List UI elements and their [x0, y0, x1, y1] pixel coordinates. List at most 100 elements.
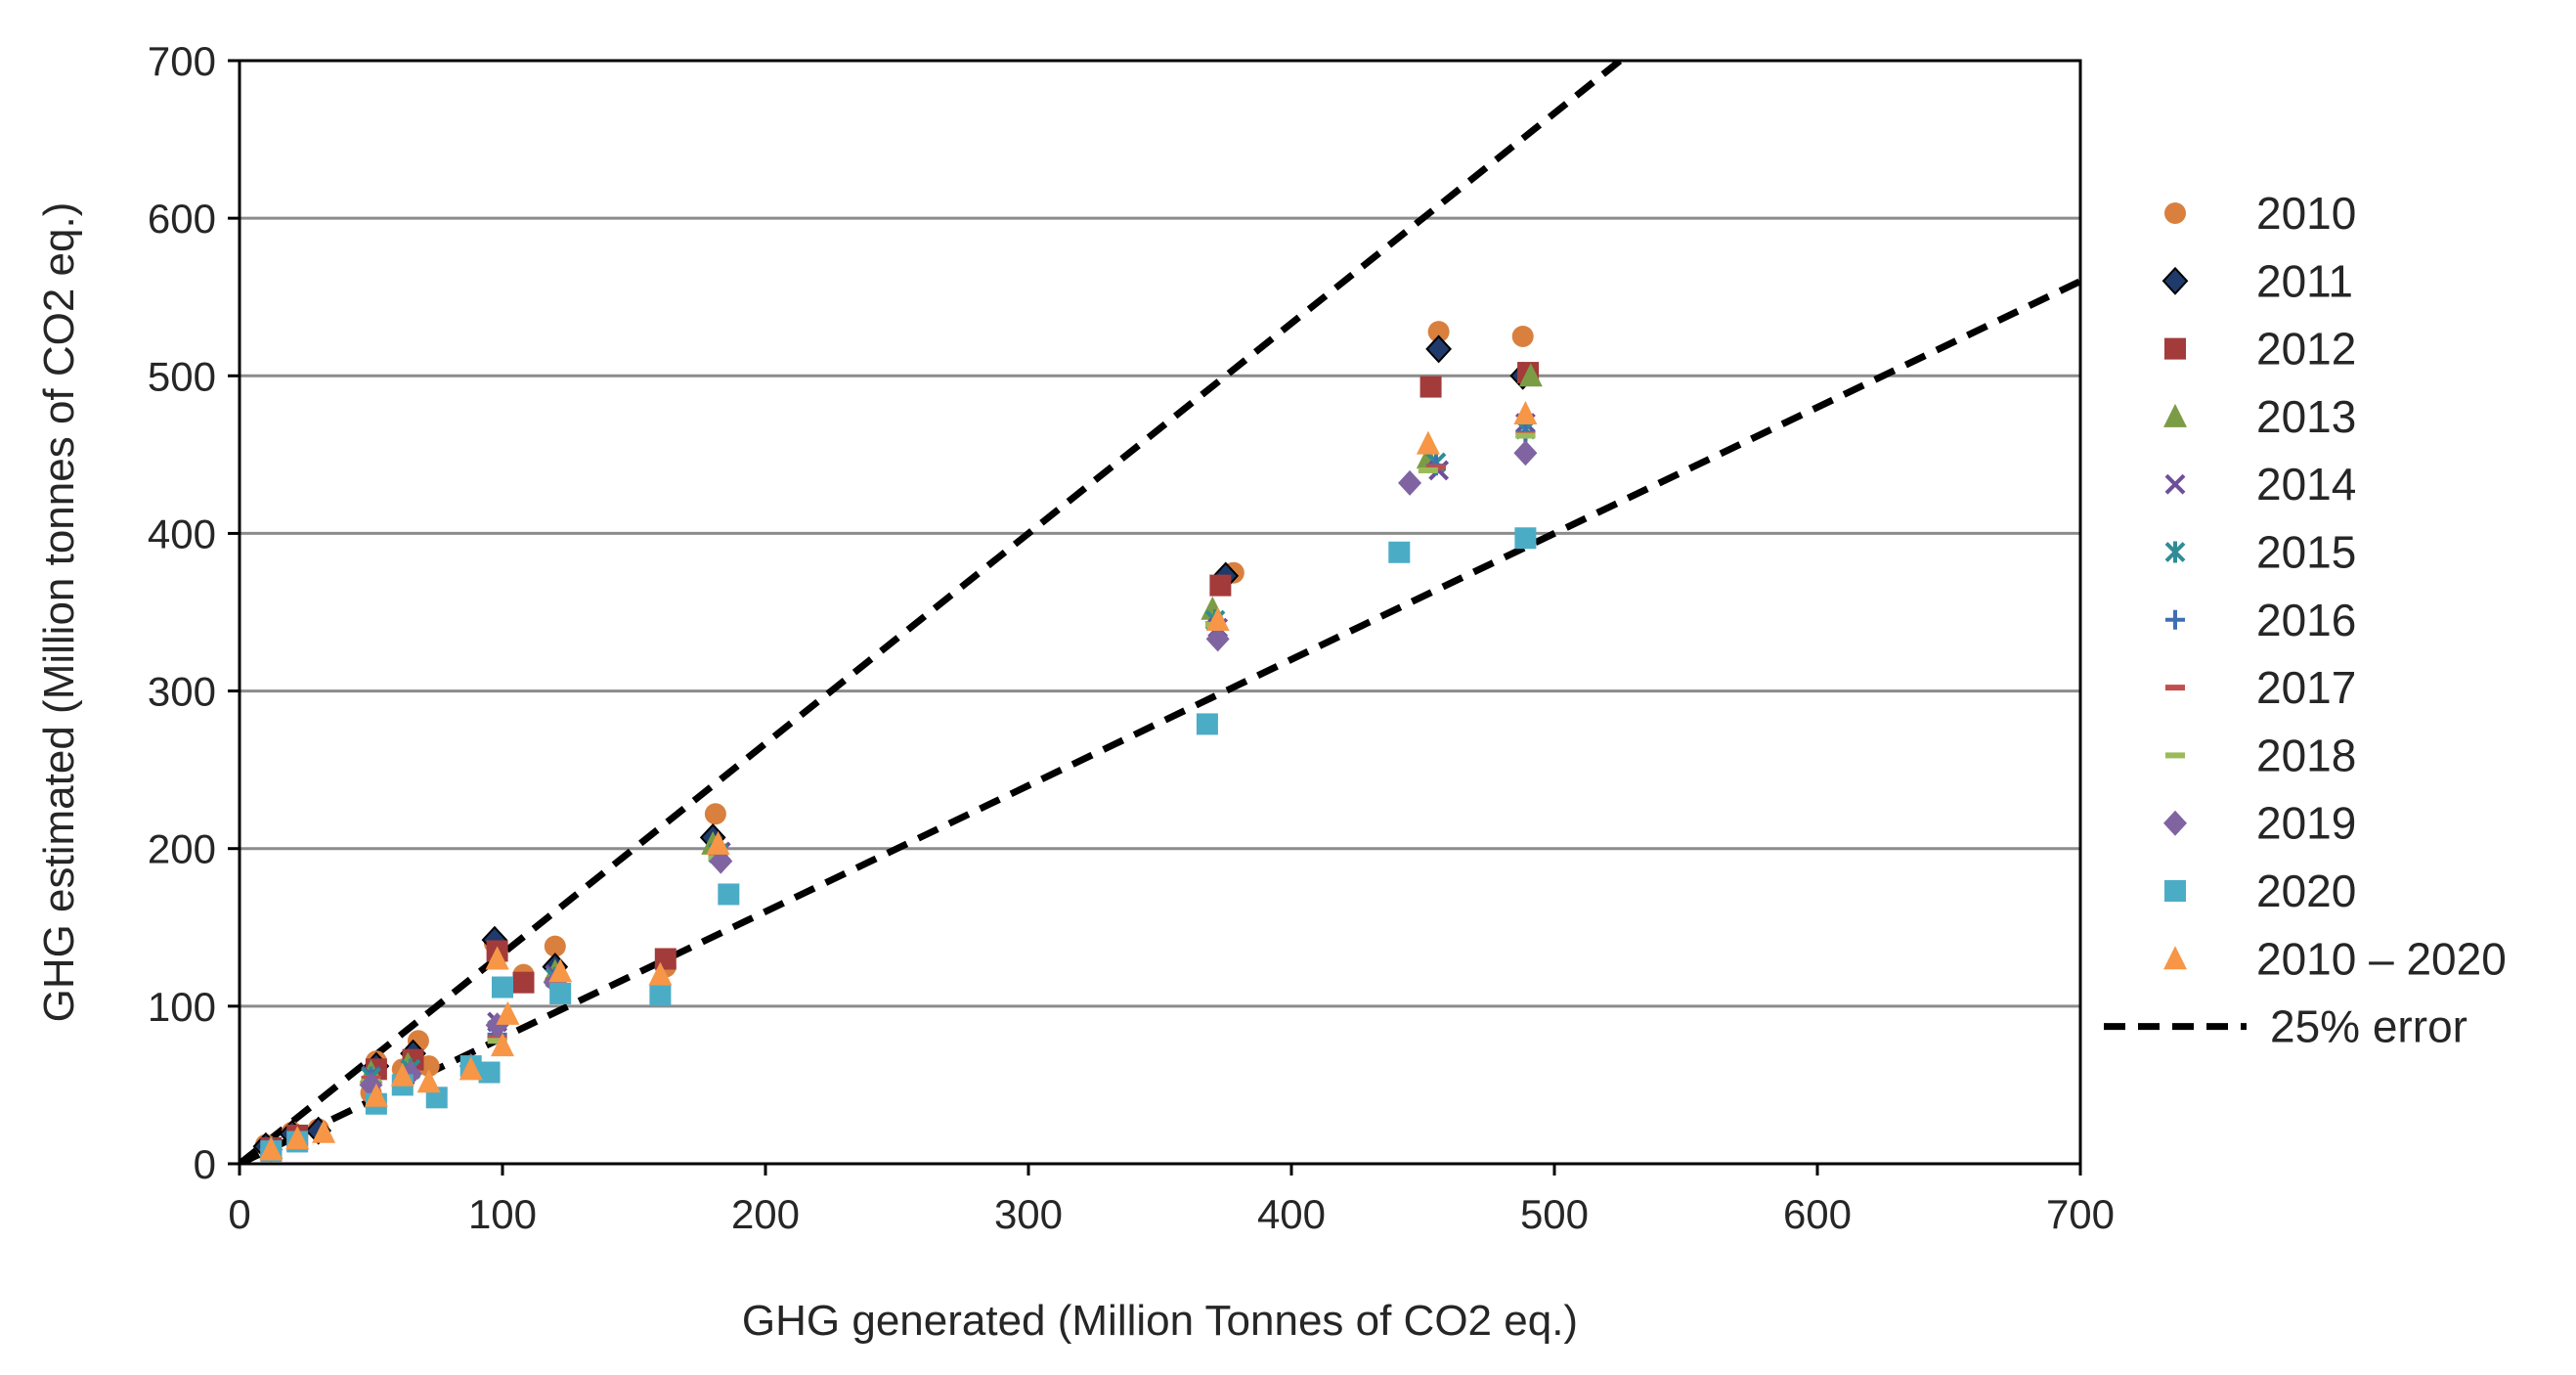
data-point [1513, 440, 1538, 466]
data-point [312, 1119, 336, 1143]
data-point [1398, 469, 1422, 496]
legend-label-6: 2015 [2256, 527, 2356, 578]
data-point [549, 982, 572, 1004]
series-12 [259, 400, 1538, 1161]
legend: 2010 2011 2012 2013 2014 2015 2016 2017 2018 2019… [2104, 188, 2507, 1052]
series-10 [259, 440, 1538, 1163]
x-tick-label-500: 500 [1520, 1191, 1589, 1237]
data-point [1513, 400, 1538, 424]
data-point [485, 946, 509, 970]
data-point [1511, 326, 1534, 347]
data-point [492, 976, 513, 998]
legend-marker-1 [2164, 202, 2186, 224]
x-tick-label-600: 600 [1783, 1191, 1852, 1237]
legend-label-3: 2012 [2256, 324, 2356, 375]
data-point [1419, 376, 1442, 398]
series-4 [259, 363, 1543, 1159]
data-point [1427, 321, 1450, 343]
y-axis-title: GHG estimated (Million tonnes of CO2 eq.… [35, 202, 83, 1023]
legend-label-5: 2014 [2256, 459, 2356, 510]
data-point [1209, 574, 1232, 597]
series-5 [260, 413, 1536, 1160]
data-point [649, 984, 672, 1006]
legend-label-8: 2017 [2256, 662, 2356, 713]
data-point [364, 1083, 388, 1107]
legend-marker-7 [2165, 609, 2185, 630]
data-point [1425, 464, 1446, 470]
series-1 [254, 321, 1534, 1156]
y-tick-label-300: 300 [148, 669, 216, 715]
data-points [252, 321, 1543, 1163]
data-point [709, 848, 733, 874]
data-point [548, 958, 573, 983]
reference-line-1 [240, 61, 1626, 1164]
tick-labels: 0 100 200 300 400 500 600 700 0 100 200 300 400 500 60… [148, 38, 2115, 1237]
legend-marker-5 [2164, 473, 2186, 495]
data-point [512, 971, 535, 994]
x-tick-label-700: 700 [2046, 1191, 2115, 1237]
legend-marker-12 [2163, 946, 2187, 970]
reference-lines [240, 61, 2080, 1164]
data-point [1205, 626, 1230, 652]
series-9 [261, 432, 1536, 1153]
y-tick-label-500: 500 [148, 353, 216, 399]
data-point [1515, 432, 1536, 439]
series-6 [260, 419, 1536, 1161]
x-tick-label-400: 400 [1257, 1191, 1326, 1237]
data-point [1388, 541, 1411, 563]
x-tick-label-300: 300 [994, 1191, 1063, 1237]
reference-line-2 [240, 278, 2080, 1164]
legend-marker-6 [2164, 541, 2186, 563]
data-point [259, 1136, 284, 1161]
data-point [1425, 334, 1453, 364]
x-tick-label-0: 0 [228, 1191, 250, 1237]
data-point [718, 883, 740, 906]
legend-marker-11 [2164, 880, 2186, 902]
legend-marker-9 [2165, 752, 2185, 759]
data-point [704, 803, 726, 825]
legend-marker-8 [2165, 685, 2185, 691]
x-tick-label-100: 100 [468, 1191, 537, 1237]
data-point [706, 830, 730, 855]
legend-label-11: 2020 [2256, 865, 2356, 916]
legend-label-9: 2018 [2256, 730, 2356, 780]
data-point [491, 1033, 514, 1057]
legend-label-10: 2019 [2256, 798, 2356, 849]
legend-marker-2 [2161, 266, 2189, 295]
data-point [1205, 607, 1230, 632]
data-point [496, 1000, 520, 1025]
y-tick-label-0: 0 [194, 1141, 216, 1187]
data-point [285, 1126, 310, 1150]
legend-marker-3 [2164, 337, 2186, 360]
series-8 [261, 430, 1536, 1153]
data-point [1196, 713, 1218, 735]
grid-lines [240, 59, 2080, 1008]
x-axis-title: GHG generated (Million Tonnes of CO2 eq.… [742, 1297, 1578, 1345]
legend-label-7: 2016 [2256, 595, 2356, 645]
data-point [487, 1038, 507, 1044]
legend-label-12: 2010 – 2020 [2256, 933, 2507, 984]
data-point [648, 961, 673, 986]
series-2 [252, 334, 1537, 1161]
series-3 [260, 362, 1540, 1159]
data-point [1514, 527, 1537, 550]
data-point [458, 1056, 483, 1081]
data-point [1416, 430, 1440, 455]
legend-label-reference: 25% error [2270, 1001, 2467, 1052]
plot-frame [238, 59, 2082, 1166]
y-tick-label-600: 600 [148, 196, 216, 242]
legend-marker-10 [2163, 810, 2187, 836]
data-point [390, 1062, 415, 1087]
legend-marker-4 [2163, 403, 2187, 427]
y-tick-label-700: 700 [148, 38, 216, 84]
legend-label-2: 2011 [2256, 255, 2353, 306]
legend-label-4: 2013 [2256, 391, 2356, 442]
y-tick-label-200: 200 [148, 826, 216, 872]
data-point [1518, 363, 1543, 387]
data-point [478, 1061, 501, 1084]
legend-label-1: 2010 [2256, 188, 2356, 239]
y-tick-label-400: 400 [148, 510, 216, 556]
data-point [544, 935, 566, 957]
y-tick-label-100: 100 [148, 984, 216, 1030]
